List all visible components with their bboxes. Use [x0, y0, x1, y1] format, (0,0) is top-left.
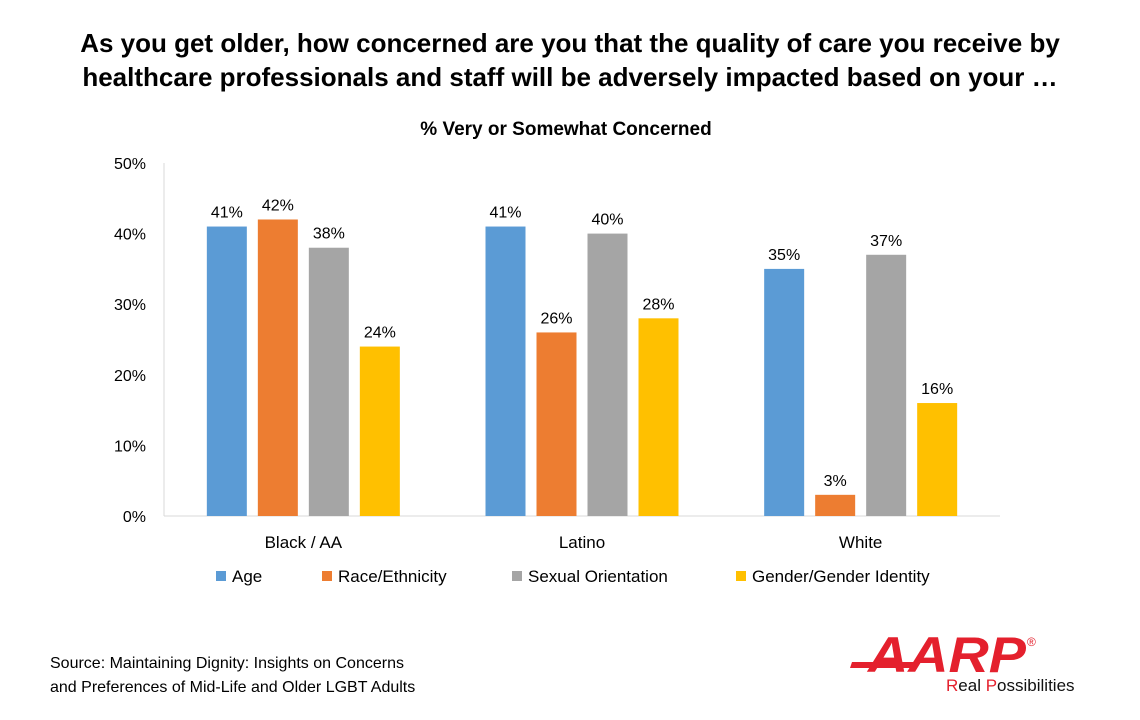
legend-label: Race/Ethnicity: [338, 567, 447, 586]
data-label: 24%: [364, 325, 396, 342]
source-line-2: and Preferences of Mid-Life and Older LG…: [50, 679, 416, 696]
data-label: 16%: [921, 381, 953, 398]
legend-label: Gender/Gender Identity: [752, 567, 930, 586]
bar-age-black-aa: [206, 226, 247, 517]
bar-gender-gender-identity-latino: [638, 318, 679, 516]
legend-swatch: [216, 571, 226, 581]
chart-subtitle: % Very or Somewhat Concerned: [420, 119, 711, 140]
legend-swatch: [736, 571, 746, 581]
data-label: 42%: [262, 197, 294, 214]
y-tick-label: 30%: [114, 297, 146, 314]
data-label: 26%: [540, 310, 572, 327]
bar-age-latino: [485, 226, 526, 517]
legend: Age Race/Ethnicity Sexual Orientation Gende…: [216, 567, 930, 586]
bar-race-ethnicity-white: [815, 494, 856, 516]
y-tick-label: 0%: [123, 509, 146, 526]
legend-label: Age: [232, 567, 262, 586]
data-label: 40%: [591, 212, 623, 229]
aarp-logo: AARP ®: [850, 628, 1036, 683]
aarp-swoosh-icon: [850, 662, 920, 668]
data-label: 38%: [313, 226, 345, 243]
source-line-1: Source: Maintaining Dignity: Insights on…: [50, 655, 404, 672]
axes: 0% 10% 20% 30% 40% 50% Black / AA Latino White: [114, 156, 1000, 552]
x-tick-label: White: [839, 533, 882, 552]
x-tick-label: Black / AA: [265, 533, 343, 552]
y-tick-label: 50%: [114, 156, 146, 173]
data-label: 3%: [824, 473, 847, 490]
chart-title-line-2: healthcare professionals and staff will …: [82, 62, 1058, 92]
tagline-r: R: [946, 676, 959, 695]
data-label: 41%: [211, 205, 243, 222]
x-tick-label: Latino: [559, 533, 605, 552]
chart-title: As you get older, how concerned are you …: [40, 26, 1100, 94]
data-label: 37%: [870, 233, 902, 250]
bar-age-white: [764, 268, 805, 516]
legend-label: Sexual Orientation: [528, 567, 668, 586]
data-label: 35%: [768, 247, 800, 264]
tagline-part-1: eal: [958, 676, 986, 695]
bar-gender-gender-identity-black-aa: [359, 346, 400, 516]
y-tick-label: 20%: [114, 368, 146, 385]
bar-gender-gender-identity-white: [917, 403, 958, 516]
y-tick-label: 40%: [114, 227, 146, 244]
chart-title-line-1: As you get older, how concerned are you …: [80, 28, 1060, 58]
bar-race-ethnicity-black-aa: [257, 219, 298, 517]
legend-swatch: [512, 571, 522, 581]
tagline-p: P: [985, 676, 998, 695]
aarp-wordmark: AARP: [866, 628, 1027, 683]
data-label: 41%: [489, 205, 521, 222]
bar-race-ethnicity-latino: [536, 332, 577, 516]
aarp-tagline: Real Possibilities: [946, 676, 1075, 696]
legend-swatch: [322, 571, 332, 581]
bar-sexual-orientation-latino: [587, 233, 628, 516]
data-label: 28%: [642, 296, 674, 313]
data-labels: 41% 42% 38% 24% 41% 26% 40% 28% 35% 3% 37% 16%: [211, 197, 953, 489]
y-tick-label: 10%: [114, 438, 146, 455]
registered-mark: ®: [1027, 635, 1036, 649]
source-note: Source: Maintaining Dignity: Insights on…: [50, 652, 415, 700]
bars: [206, 219, 958, 517]
tagline-part-2: ossibilities: [997, 676, 1075, 695]
bar-sexual-orientation-black-aa: [308, 247, 349, 516]
bar-sexual-orientation-white: [866, 254, 907, 516]
